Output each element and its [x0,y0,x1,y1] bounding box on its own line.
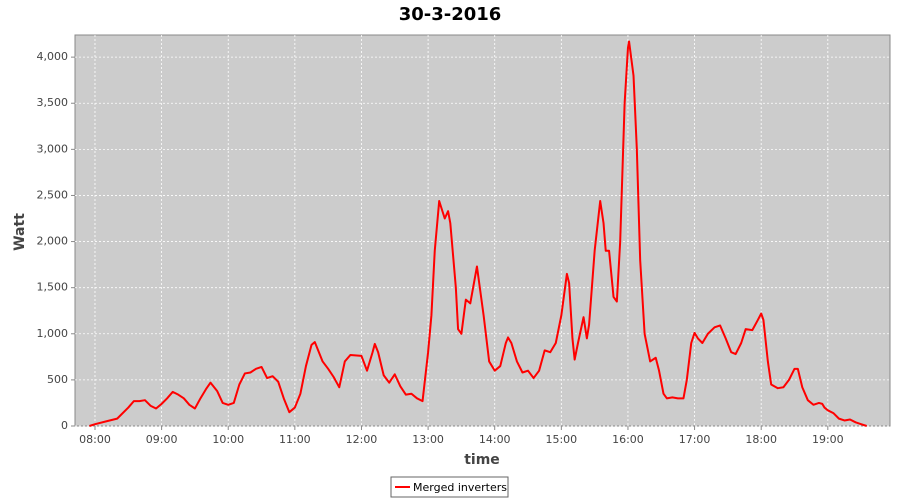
x-axis-label: time [464,452,500,468]
x-tick-label: 12:00 [346,433,378,446]
legend: Merged inverters [390,476,509,498]
legend-box [390,476,509,498]
x-tick-label: 14:00 [479,433,511,446]
y-axis-label: Watt [12,213,28,251]
chart-title: 30-3-2016 [399,4,502,25]
plot-area [74,34,891,427]
legend-label: Merged inverters [413,481,507,494]
y-tick-label: 0 [61,419,68,432]
x-tick-label: 19:00 [812,433,844,446]
y-tick-label: 500 [47,373,68,386]
x-tick-label: 09:00 [146,433,178,446]
y-tick-label: 3,500 [37,96,69,109]
x-tick-label: 08:00 [79,433,111,446]
x-tick-label: 15:00 [545,433,577,446]
y-tick-label: 2,500 [37,188,69,201]
x-tick-label: 16:00 [612,433,644,446]
y-tick-label: 1,000 [37,327,69,340]
y-tick-label: 2,000 [37,235,69,248]
x-tick-label: 18:00 [745,433,777,446]
x-tick-label: 17:00 [679,433,711,446]
x-tick-label: 13:00 [412,433,444,446]
y-tick-label: 4,000 [37,50,69,63]
x-tick-label: 10:00 [212,433,244,446]
y-tick-label: 1,500 [37,281,69,294]
x-tick-label: 11:00 [279,433,311,446]
y-tick-label: 3,000 [37,142,69,155]
series-line [89,40,867,427]
